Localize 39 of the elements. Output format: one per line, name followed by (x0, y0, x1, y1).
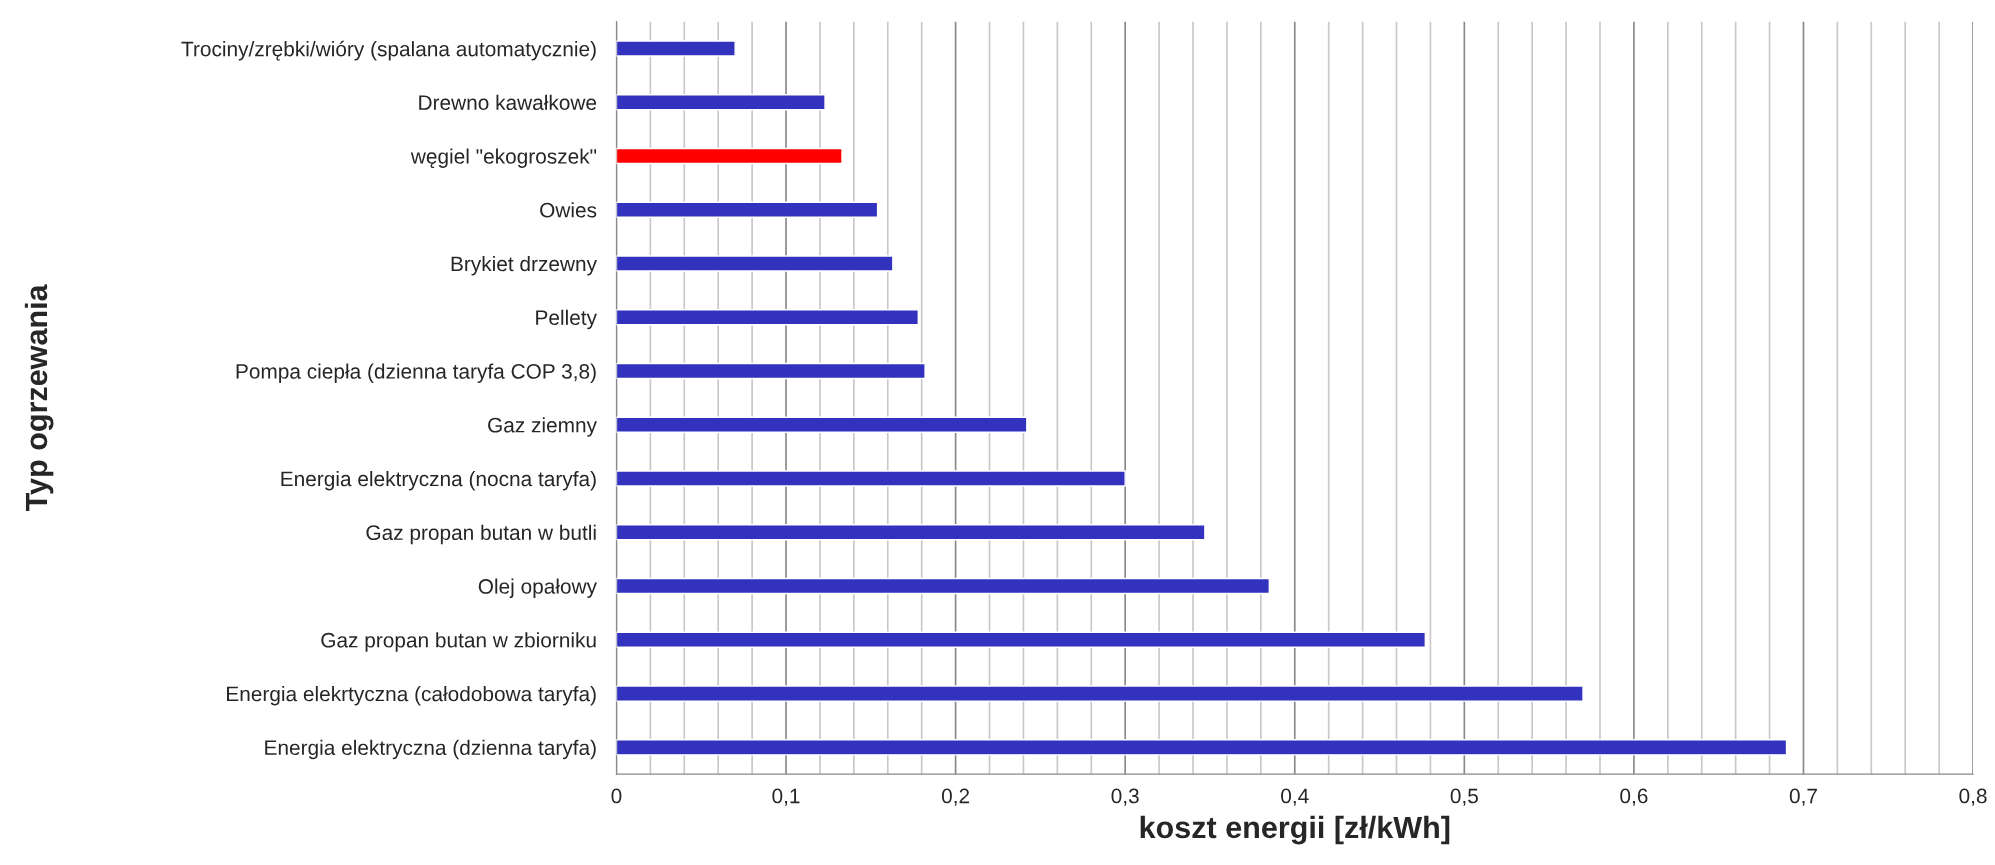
bar (616, 94, 826, 111)
x-axis-title: koszt energii [zł/kWh] (1140, 815, 1450, 845)
y-tick-label: Energia elektryczna (nocna taryfa) (281, 470, 596, 491)
x-tick-label: 0,3 (1111, 788, 1139, 806)
y-tick-label: Gaz propan butan w butli (366, 524, 596, 545)
y-axis-title: Typ ogrzewania (24, 284, 54, 512)
bar (616, 309, 919, 326)
y-tick-label: Pompa ciepła (dzienna taryfa COP 3,8) (236, 363, 596, 383)
y-tick-label: Gaz propan butan w zbiorniku (321, 632, 596, 652)
bar (616, 362, 926, 380)
bar (616, 416, 1028, 433)
x-tick-label: 0,5 (1450, 788, 1478, 806)
x-tick-label: 0,8 (1959, 788, 1987, 806)
x-tick-label: 0 (611, 788, 622, 804)
bar (616, 739, 1788, 756)
y-tick-label: Owies (540, 202, 597, 218)
bar (616, 631, 1427, 649)
y-tick-label: Brykiet drzewny (451, 255, 597, 276)
bar (616, 40, 736, 57)
bar (616, 685, 1584, 702)
bar (616, 255, 894, 272)
y-tick-label: Pellety (536, 309, 597, 330)
x-tick-label: 0,2 (941, 788, 970, 806)
bar (616, 147, 843, 165)
y-tick-label: Trociny/zrębki/wióry (spalana automatycznie) (181, 40, 596, 61)
x-tick-label: 0,1 (772, 788, 800, 806)
bar (616, 577, 1271, 595)
bar (616, 470, 1126, 487)
y-tick-label: Energia elekrtyczna (całodobowa taryfa) (227, 686, 596, 706)
y-tick-label: Energia elektryczna (dzienna taryfa) (265, 739, 596, 760)
y-tick-label: Drewno kawałkowe (419, 94, 597, 111)
y-tick-label: Gaz ziemny (488, 417, 597, 437)
x-tick-label: 0,7 (1789, 788, 1817, 806)
y-tick-label: Olej opałowy (478, 578, 597, 598)
bar (616, 201, 879, 218)
y-tick-label: węgiel "ekogroszek" (410, 148, 597, 168)
bar (616, 524, 1206, 541)
x-tick-label: 0,6 (1620, 788, 1648, 806)
x-tick-label: 0,4 (1281, 788, 1309, 806)
